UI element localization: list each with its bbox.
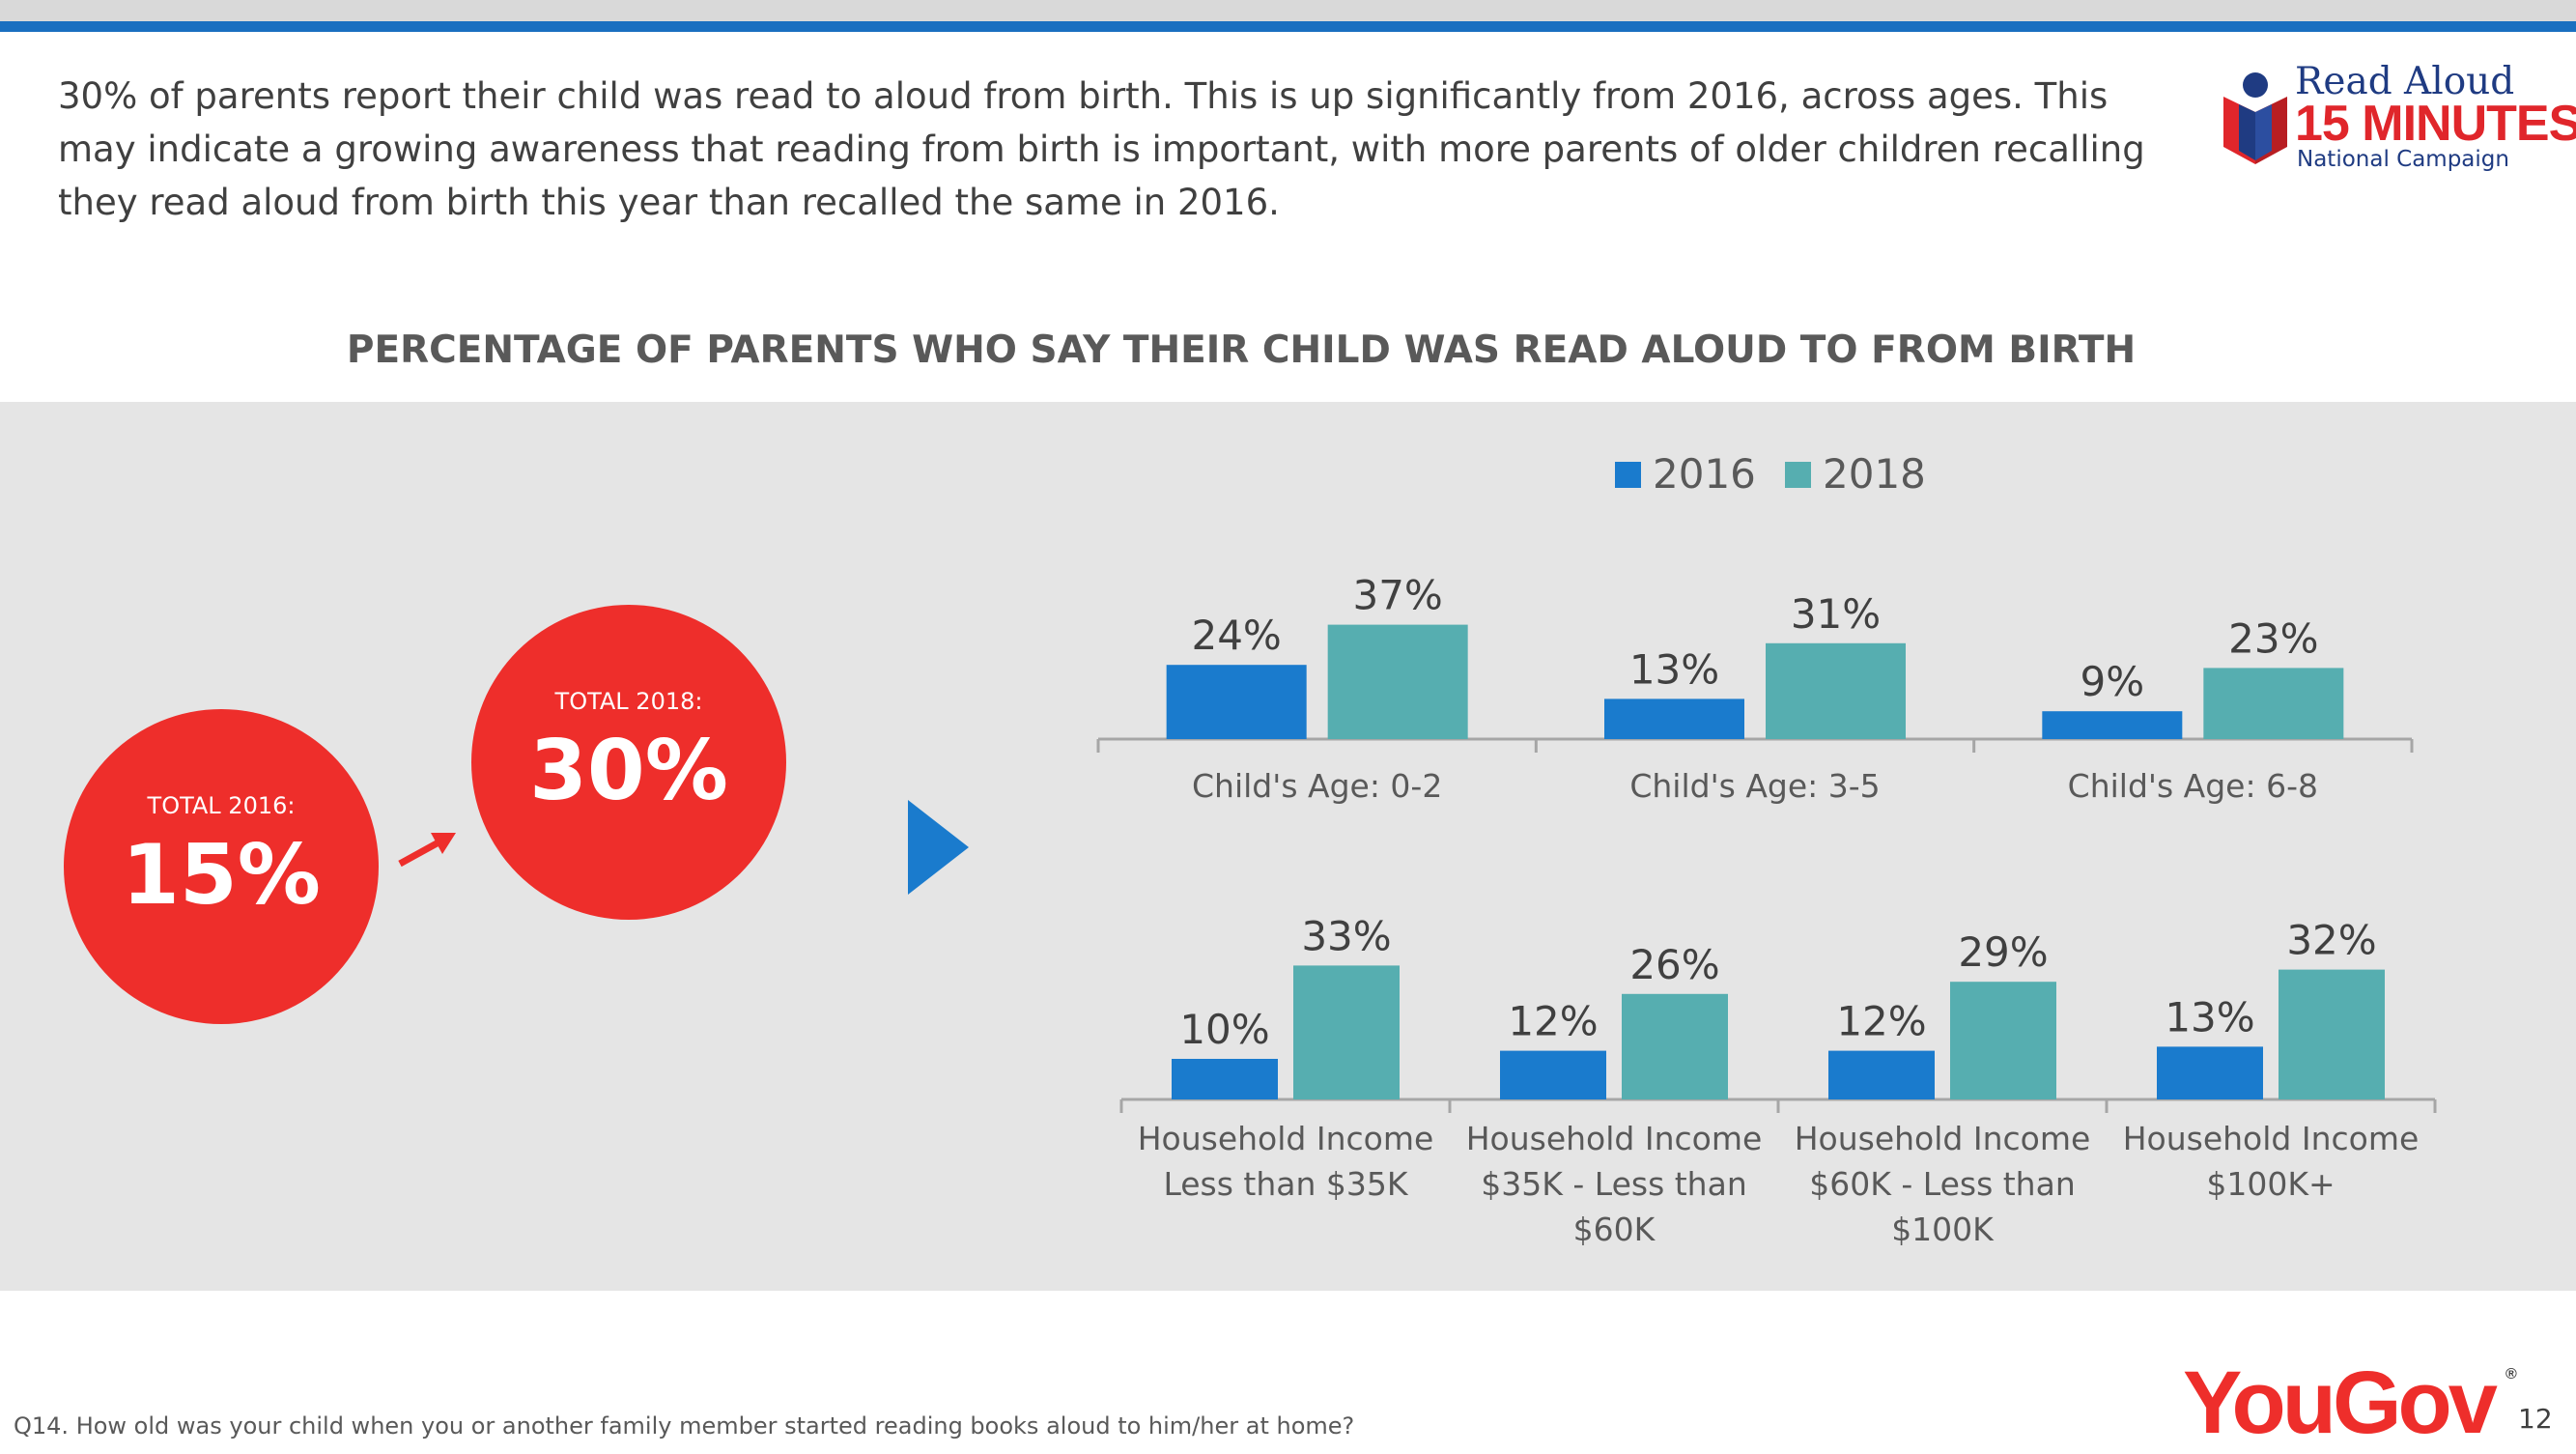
total-2016-circle: TOTAL 2016: 15%	[64, 709, 379, 1024]
total-2018-circle: TOTAL 2018: 30%	[471, 605, 786, 920]
income-chart-category-label-2: $60K - Less than	[1809, 1165, 2076, 1203]
intro-text: 30% of parents report their child was re…	[58, 75, 2145, 223]
legend-swatch-2018	[1785, 462, 1811, 488]
income-chart-data-label-2016-2: 12%	[1836, 998, 1926, 1045]
age-chart-bar-2016-0	[1166, 665, 1307, 739]
age-chart-data-label-2016-1: 13%	[1629, 645, 1719, 693]
income-chart-category-label-3: $100K+	[2206, 1165, 2335, 1203]
age-chart-data-label-2018-1: 31%	[1791, 590, 1881, 638]
total-2018-value: 30%	[529, 723, 728, 819]
income-chart-bar-2016-0	[1172, 1059, 1278, 1099]
income-chart-data-label-2018-1: 26%	[1629, 941, 1719, 988]
age-chart-bar-2018-1	[1766, 642, 1906, 739]
total-2018-label: TOTAL 2018:	[554, 688, 703, 715]
yougov-gov: Gov	[2332, 1354, 2498, 1452]
yougov-registered-mark: ®	[2505, 1366, 2517, 1383]
play-triangle-icon	[908, 800, 969, 895]
income-chart-bar-2016-1	[1500, 1050, 1606, 1099]
income-chart-bar-2016-3	[2157, 1046, 2263, 1099]
income-chart-data-label-2016-0: 10%	[1179, 1006, 1269, 1053]
income-chart-data-label-2016-3: 13%	[2165, 993, 2254, 1041]
income-chart-bar-2018-3	[2279, 969, 2385, 1099]
income-chart-bar-2018-2	[1950, 982, 2056, 1099]
total-2016-value: 15%	[122, 827, 321, 924]
income-chart-bar-2018-0	[1293, 965, 1400, 1099]
age-chart-data-label-2016-0: 24%	[1191, 612, 1281, 659]
income-chart-category-label-1: Household Income	[1466, 1120, 1763, 1157]
income-chart-data-label-2018-3: 32%	[2286, 917, 2376, 964]
total-2016-label: TOTAL 2016:	[147, 792, 296, 819]
income-chart-category-label-2: Household Income	[1795, 1120, 2091, 1157]
age-chart-data-label-2016-2: 9%	[2081, 658, 2145, 705]
income-chart-data-label-2018-2: 29%	[1958, 928, 2048, 976]
income-chart-data-label-2016-1: 12%	[1508, 998, 1598, 1045]
age-chart-bar-2016-1	[1604, 698, 1744, 739]
age-chart-category-label-1: Child's Age: 3-5	[1629, 767, 1880, 805]
income-chart-bar-2016-2	[1828, 1050, 1935, 1099]
age-chart-bar-2018-2	[2203, 668, 2344, 739]
top-rule-gray	[0, 0, 2576, 21]
read-aloud-logo: Read Aloud 15 MINUTES National Campaign	[2220, 60, 2576, 172]
age-chart-category-label-0: Child's Age: 0-2	[1192, 767, 1442, 805]
income-chart-category-label-1: $35K - Less than	[1481, 1165, 1747, 1203]
income-chart-category-label-0: Less than $35K	[1163, 1165, 1408, 1203]
income-chart-category-label-0: Household Income	[1138, 1120, 1434, 1157]
age-chart-data-label-2018-2: 23%	[2228, 614, 2318, 662]
logo-line-1: Read Aloud	[2295, 60, 2515, 103]
yougov-logo: YouGov ®	[2183, 1353, 2517, 1454]
top-rule-blue	[0, 21, 2576, 32]
income-chart-category-label-2: $100K	[1891, 1211, 1995, 1248]
page-number: 12	[2518, 1403, 2553, 1435]
age-chart-bar-2018-0	[1327, 624, 1468, 739]
logo-line-2: 15 MINUTES	[2295, 96, 2576, 152]
chart-title: PERCENTAGE OF PARENTS WHO SAY THEIR CHIL…	[346, 328, 2137, 372]
age-chart-category-label-2: Child's Age: 6-8	[2068, 767, 2318, 805]
read-aloud-book-icon	[2223, 72, 2287, 164]
legend-label-2016: 2016	[1653, 450, 1756, 498]
legend-swatch-2016	[1615, 462, 1641, 488]
age-chart-bar-2016-2	[2042, 711, 2183, 739]
income-chart-category-label-3: Household Income	[2123, 1120, 2420, 1157]
footnote: Q14. How old was your child when you or …	[14, 1412, 1355, 1440]
increase-arrow-icon	[398, 833, 456, 868]
logo-line-3: National Campaign	[2297, 147, 2509, 172]
income-chart-category-label-1: $60K	[1573, 1211, 1656, 1248]
age-chart-data-label-2018-0: 37%	[1352, 572, 1442, 619]
yougov-you: You	[2183, 1354, 2336, 1452]
income-chart-data-label-2018-0: 33%	[1301, 912, 1391, 959]
income-chart-bar-2018-1	[1622, 993, 1728, 1099]
legend-label-2018: 2018	[1823, 450, 1926, 498]
